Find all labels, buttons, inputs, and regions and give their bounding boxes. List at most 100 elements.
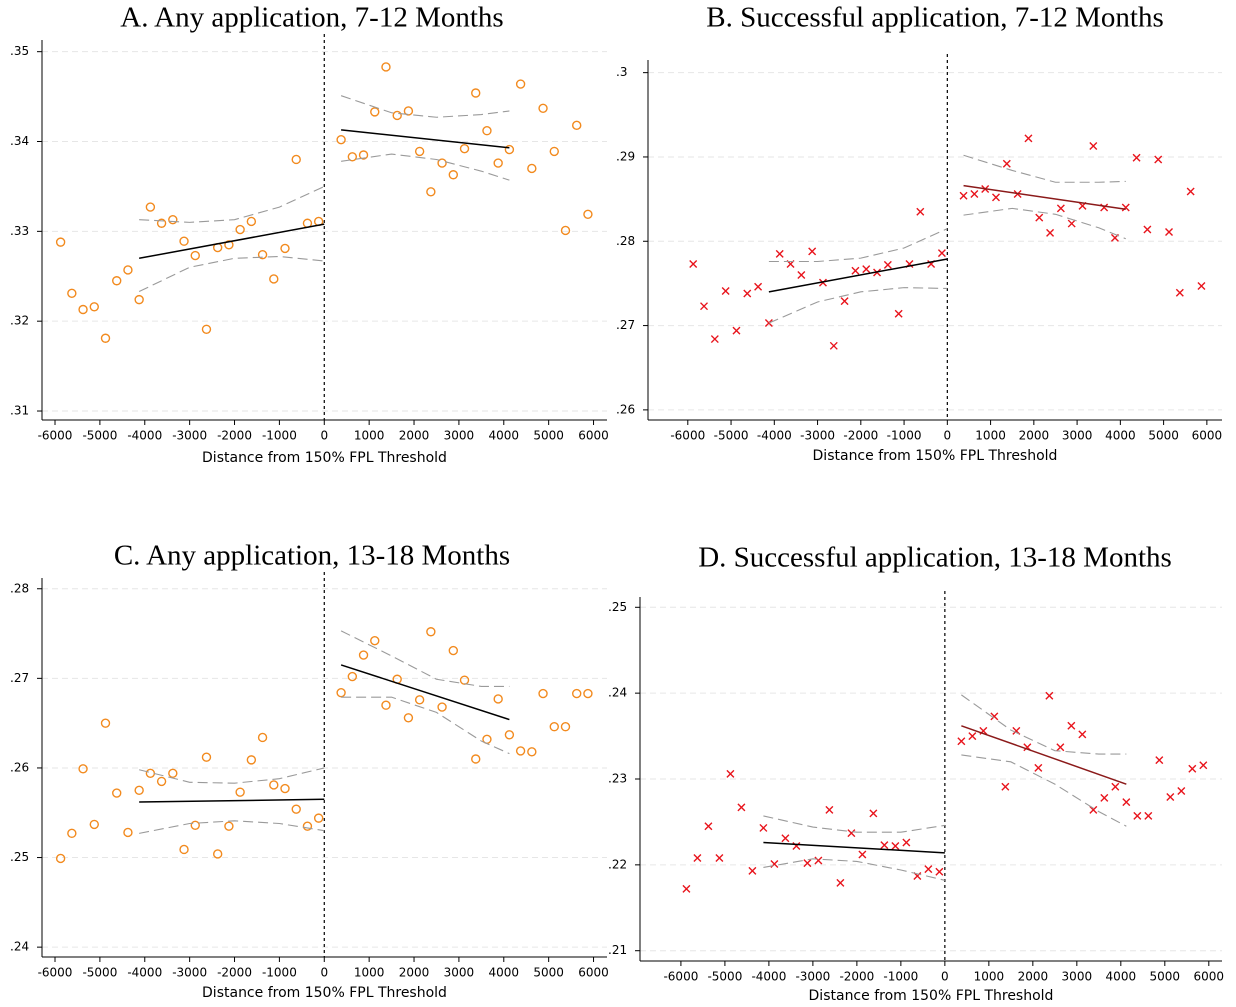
panel: C. Any application, 13-18 Months .24 .25 .2…	[10, 540, 609, 1001]
x-tick-label: -1000	[887, 429, 922, 443]
panel: B. Successful application, 7-12 Months .2…	[616, 2, 1222, 464]
point	[78, 304, 88, 315]
confidence-band	[138, 255, 325, 293]
point	[1100, 793, 1109, 802]
point	[1056, 204, 1065, 213]
x-tick-label: 2000	[1018, 970, 1049, 984]
point	[471, 754, 481, 764]
x-tick-label: 3000	[1062, 970, 1093, 984]
confidence-band	[139, 767, 325, 784]
point	[179, 236, 189, 246]
point	[836, 878, 845, 887]
confidence-band	[768, 287, 948, 324]
point	[894, 309, 903, 318]
point	[1045, 691, 1054, 700]
point	[459, 143, 470, 154]
point	[156, 218, 167, 228]
y-tick-label: .3	[616, 65, 627, 79]
point	[123, 265, 133, 275]
point	[482, 126, 492, 136]
panel-title: C. Any application, 13-18 Months	[114, 540, 510, 572]
point	[403, 106, 414, 116]
point	[212, 849, 223, 859]
y-tick-label: .25	[608, 600, 627, 614]
point	[560, 722, 571, 732]
point	[89, 302, 99, 312]
point	[414, 146, 425, 157]
confidence-band	[139, 185, 325, 223]
point	[112, 276, 122, 286]
x-tick-label: -3000	[172, 429, 207, 443]
confidence-band	[341, 696, 510, 755]
point	[426, 627, 436, 637]
point	[726, 769, 735, 778]
point	[336, 135, 346, 145]
x-tick-label: 2000	[399, 429, 430, 443]
point	[437, 702, 447, 712]
point	[269, 780, 279, 790]
point	[1024, 134, 1033, 143]
y-tick-label: .28	[616, 234, 635, 248]
point	[168, 214, 178, 225]
y-tick-label: .22	[608, 857, 627, 871]
confidence-band	[961, 694, 1127, 755]
x-tick-label: 3000	[444, 429, 475, 443]
point	[414, 695, 425, 705]
point	[358, 650, 369, 660]
point	[381, 62, 391, 72]
point	[682, 884, 691, 893]
point	[426, 187, 436, 197]
point	[1111, 782, 1120, 791]
point	[527, 747, 537, 757]
point	[201, 752, 212, 762]
point	[1034, 763, 1043, 772]
y-tick-label: .23	[608, 772, 627, 786]
point	[869, 809, 878, 818]
point	[1197, 281, 1206, 290]
x-tick-label: 5000	[533, 429, 564, 443]
x-tick-label: 6000	[1194, 970, 1225, 984]
point	[808, 247, 817, 256]
point	[825, 805, 834, 814]
point	[471, 88, 481, 98]
point	[1089, 805, 1098, 814]
point	[134, 785, 144, 796]
point	[814, 856, 823, 865]
point	[721, 287, 730, 296]
y-tick-label: .21	[608, 943, 627, 957]
point	[1067, 721, 1076, 730]
point	[583, 209, 593, 219]
point	[1122, 798, 1131, 807]
point	[829, 341, 838, 350]
x-tick-label: 6000	[578, 429, 609, 443]
point	[347, 671, 358, 682]
confidence-band	[139, 820, 325, 834]
point	[840, 297, 849, 306]
x-tick-label: -2000	[217, 966, 252, 980]
y-tick-label: .33	[10, 224, 29, 238]
x-tick-label: 3000	[444, 966, 475, 980]
point	[1002, 159, 1011, 168]
point	[732, 326, 741, 335]
point	[916, 207, 925, 216]
point	[1199, 761, 1208, 770]
point	[538, 103, 548, 113]
x-tick-label: 0	[320, 966, 328, 980]
point	[990, 712, 999, 721]
point	[700, 302, 709, 311]
point	[100, 333, 111, 343]
point	[851, 266, 860, 275]
point	[1166, 793, 1175, 802]
x-tick-label: 0	[941, 970, 949, 984]
point	[224, 240, 234, 250]
point	[246, 755, 257, 765]
panel-title: A. Any application, 7-12 Months	[120, 2, 503, 34]
x-tick-label: -1000	[262, 429, 297, 443]
point	[693, 853, 702, 862]
point	[1175, 288, 1184, 297]
confidence-band	[963, 154, 1126, 183]
point	[1132, 153, 1141, 162]
point	[280, 243, 290, 254]
